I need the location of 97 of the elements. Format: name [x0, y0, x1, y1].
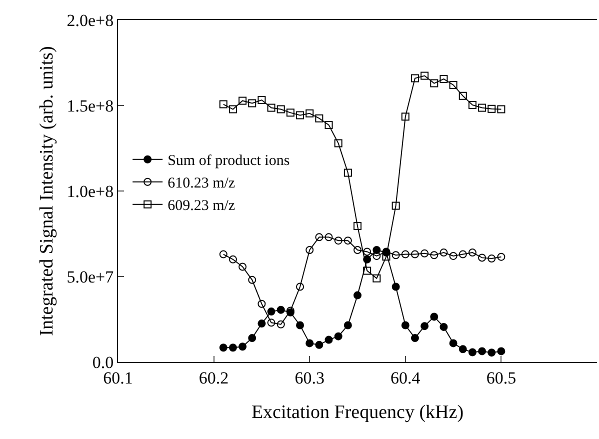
point — [440, 248, 448, 257]
point — [315, 233, 324, 242]
point — [238, 262, 247, 271]
point — [258, 300, 266, 308]
point — [267, 318, 276, 327]
point — [497, 252, 506, 261]
x-tick-label: 60.3 — [294, 368, 324, 388]
point — [372, 246, 381, 254]
point — [286, 108, 294, 117]
point — [478, 254, 486, 262]
x-axis-title: Excitation Frequency (kHz) — [251, 402, 464, 424]
point — [219, 100, 228, 108]
point — [449, 80, 458, 89]
point — [363, 266, 372, 275]
point — [410, 250, 419, 258]
y-tick-label: 1.5e+8 — [66, 96, 114, 116]
point — [392, 251, 400, 260]
point — [334, 236, 342, 245]
point — [248, 334, 256, 342]
legend-label: Sum of product ions — [168, 153, 290, 170]
point — [306, 246, 314, 254]
point — [344, 236, 352, 245]
point — [276, 320, 285, 328]
point — [449, 339, 458, 348]
point — [228, 105, 237, 114]
point — [276, 306, 285, 314]
point — [420, 322, 429, 330]
point — [324, 120, 333, 129]
point — [410, 74, 419, 82]
point — [382, 252, 390, 261]
point — [468, 248, 476, 257]
point — [478, 347, 486, 356]
point — [267, 104, 276, 112]
point — [458, 92, 467, 100]
legend-label: 609.23 m/z — [168, 198, 236, 214]
point — [219, 344, 228, 352]
point — [324, 336, 333, 344]
point — [420, 72, 429, 80]
point — [219, 250, 228, 258]
legend-label: 610.23 m/z — [168, 176, 236, 192]
point — [363, 248, 372, 256]
point — [354, 291, 362, 300]
point — [228, 255, 237, 264]
point — [248, 99, 256, 108]
point — [238, 342, 247, 351]
point — [440, 322, 448, 331]
point — [488, 348, 496, 357]
point — [497, 105, 506, 114]
point — [458, 345, 467, 354]
point — [334, 139, 342, 148]
point — [449, 252, 458, 260]
point — [497, 347, 506, 356]
point — [354, 246, 362, 254]
point — [248, 276, 256, 284]
x-tick-label: 60.2 — [198, 368, 229, 388]
point — [296, 321, 304, 330]
point — [258, 320, 266, 328]
point — [296, 282, 304, 291]
y-tick-label: 1.0e+8 — [66, 182, 114, 201]
point — [430, 312, 438, 321]
point — [354, 222, 362, 230]
point — [488, 104, 496, 113]
point — [440, 75, 448, 83]
point — [401, 321, 410, 330]
point — [468, 348, 476, 356]
point — [344, 321, 352, 330]
point — [478, 104, 486, 112]
x-tick-label: 60.5 — [486, 368, 516, 388]
point — [315, 340, 324, 349]
point — [258, 96, 266, 104]
point — [228, 344, 237, 352]
point — [276, 105, 285, 114]
y-tick-label: 2.0e+8 — [66, 10, 114, 30]
y-axis-title: Integrated Signal Intensity (arb. units) — [36, 46, 58, 336]
y-tick-label: 5.0e+7 — [66, 267, 114, 286]
point — [238, 96, 247, 105]
point — [430, 79, 438, 88]
point — [420, 249, 429, 258]
point — [401, 250, 410, 258]
point — [267, 308, 276, 316]
point — [488, 254, 496, 263]
point — [334, 332, 342, 340]
point — [344, 168, 352, 177]
point — [324, 233, 333, 242]
point — [306, 109, 314, 118]
point — [392, 202, 400, 210]
point — [430, 251, 438, 260]
point — [315, 114, 324, 122]
point — [296, 111, 304, 120]
x-tick-label: 60.4 — [390, 368, 421, 388]
point — [468, 100, 476, 109]
point — [392, 282, 400, 291]
point — [372, 274, 381, 282]
point — [401, 112, 410, 121]
point — [410, 334, 419, 342]
point — [458, 250, 467, 258]
point — [306, 339, 314, 348]
